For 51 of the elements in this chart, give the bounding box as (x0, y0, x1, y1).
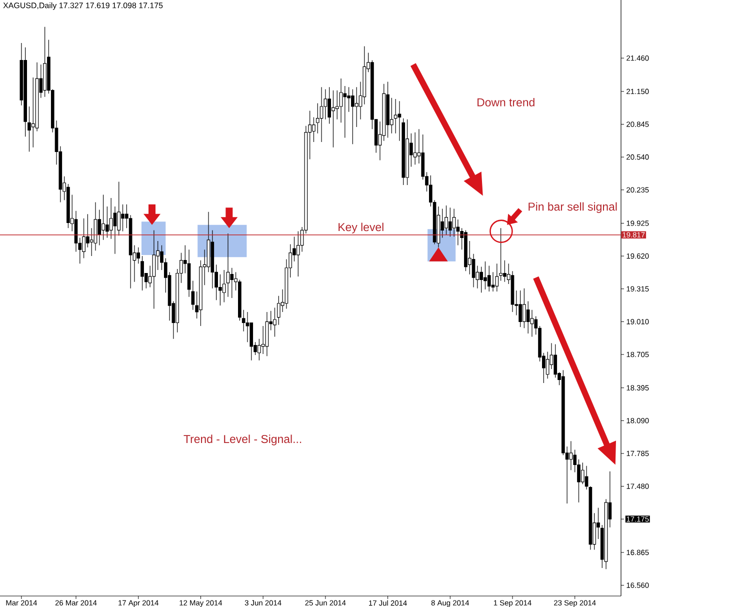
candlestick (140, 256, 144, 291)
candlestick (31, 77, 35, 148)
candlestick (152, 230, 156, 310)
candlestick (487, 265, 491, 292)
annotation: Trend - Level - Signal... (184, 434, 302, 446)
candlestick (351, 88, 354, 144)
candlestick (499, 228, 502, 282)
candlestick (448, 207, 452, 237)
candlestick (296, 230, 300, 277)
candlestick (390, 98, 394, 134)
candlestick (472, 254, 476, 288)
candlestick (86, 214, 90, 248)
candlestick (354, 86, 358, 128)
candlestick (246, 312, 250, 342)
candlestick (332, 90, 335, 148)
annotation: Key level (338, 222, 384, 234)
annotation: Pin bar sell signal (528, 202, 617, 213)
candlestick (480, 266, 483, 293)
candlestick (218, 274, 222, 306)
candlestick (503, 260, 506, 282)
candlestick (554, 344, 558, 378)
candlestick (456, 219, 460, 246)
annotation: Down trend (478, 98, 534, 106)
candlestick (312, 116, 316, 142)
candlestick (261, 326, 265, 354)
candlestick (413, 132, 417, 165)
candlestick (522, 288, 526, 328)
candlestick (526, 300, 530, 334)
candlestick (230, 268, 234, 298)
candlestick (452, 208, 456, 237)
candlestick (226, 233, 230, 298)
candlestick (530, 310, 534, 338)
candlestick (484, 261, 487, 290)
candlestick (82, 218, 86, 258)
candlestick (339, 78, 343, 123)
candlestick (495, 263, 499, 292)
candlestick (94, 202, 98, 251)
candlestick (28, 106, 31, 152)
candlestick (113, 206, 117, 254)
candlestick (343, 86, 347, 138)
candlestick (569, 440, 573, 470)
candlestick (273, 307, 276, 338)
candlestick (518, 290, 522, 328)
candlestick (136, 247, 140, 264)
candlestick (328, 86, 331, 124)
candlestick (102, 194, 105, 240)
candlestick (320, 86, 324, 142)
candlestick (98, 209, 102, 246)
candlestick (444, 205, 448, 235)
candlestick (121, 204, 124, 232)
candlestick (347, 86, 350, 112)
